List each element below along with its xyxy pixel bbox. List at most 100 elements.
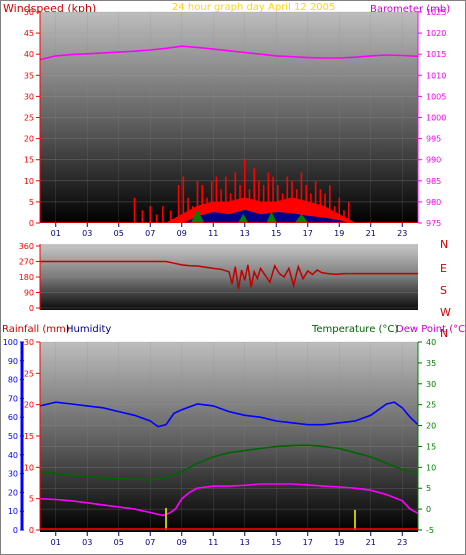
xtick-label: 11 xyxy=(208,538,218,547)
rain-hum-temp-gridlines xyxy=(40,341,418,531)
compass-W: W xyxy=(440,306,451,319)
wind-baro-xaxis-ticks: 01 03 05 07 09 11 13 15 17 19 21 23 xyxy=(51,223,407,238)
xtick-label: 03 xyxy=(82,229,92,238)
baro-ytick-label: 1005 xyxy=(426,92,446,101)
humidity-ytick-label: 10 xyxy=(8,507,18,516)
wind-ytick-label: 20 xyxy=(24,135,34,144)
xtick-label: 13 xyxy=(240,538,250,547)
humidity-ytick-label: 20 xyxy=(8,488,18,497)
wind-ytick-label: 25 xyxy=(24,114,34,123)
baro-ytick-label: 1025 xyxy=(426,8,446,17)
rain-hum-temp-xaxis-ticks: 01 03 05 07 09 11 13 15 17 19 21 23 xyxy=(51,532,407,547)
rain-ytick-label: 5 xyxy=(29,495,34,504)
graph-title: 24 hour graph day April 12 2005 xyxy=(172,2,335,13)
xtick-label: 21 xyxy=(366,229,376,238)
rain-ytick-label: 10 xyxy=(24,463,34,472)
xtick-label: 23 xyxy=(397,229,407,238)
baro-ytick-label: 990 xyxy=(426,156,441,165)
xtick-label: 01 xyxy=(51,538,61,547)
wind-yaxis-ticks: 0 5 10 15 20 25 30 35 40 45 50 xyxy=(24,8,41,228)
xtick-label: 01 xyxy=(51,229,61,238)
barometer-line xyxy=(39,45,419,61)
wind-ytick-label: 35 xyxy=(24,71,34,80)
compass-N: N xyxy=(440,238,448,251)
humidity-ytick-label: 30 xyxy=(8,470,18,479)
humidity-ytick-label: 50 xyxy=(8,432,18,441)
temp-ytick-label: 10 xyxy=(426,463,436,472)
xtick-label: 19 xyxy=(334,538,344,547)
xtick-label: 17 xyxy=(303,538,313,547)
xtick-label: 15 xyxy=(271,538,281,547)
barometer-yaxis-ticks: 975 980 985 990 995 1000 1005 1010 1015 1020 1025 xyxy=(417,8,446,228)
rain-ytick-label: 30 xyxy=(24,338,34,347)
direction-ytick-label: 0 xyxy=(29,304,34,313)
baro-ytick-label: 1015 xyxy=(426,50,446,59)
xtick-label: 05 xyxy=(114,229,124,238)
baro-ytick-label: 1000 xyxy=(426,114,446,123)
xtick-label: 09 xyxy=(177,229,187,238)
dewpoint-line xyxy=(39,483,419,517)
humidity-ytick-label: 40 xyxy=(8,451,18,460)
humidity-ytick-label: 70 xyxy=(8,394,18,403)
direction-marks xyxy=(40,260,418,290)
temperature-axis-title: Temperature (°C) xyxy=(311,324,398,335)
direction-ytick-label: 180 xyxy=(19,273,34,282)
humidity-ytick-label: 80 xyxy=(8,376,18,385)
humidity-ytick-label: 0 xyxy=(13,526,18,535)
baro-ytick-label: 975 xyxy=(426,219,441,228)
temp-ytick-label: 30 xyxy=(426,380,436,389)
xtick-label: 19 xyxy=(334,229,344,238)
temp-ytick-label: 35 xyxy=(426,359,436,368)
xtick-label: 17 xyxy=(303,229,313,238)
temp-ytick-label: 25 xyxy=(426,401,436,410)
xtick-label: 07 xyxy=(145,229,155,238)
rain-hum-temp-marks xyxy=(39,401,419,530)
xtick-label: 07 xyxy=(145,538,155,547)
temperature-yaxis-ticks: -5 0 5 10 15 20 25 30 35 40 xyxy=(417,338,436,535)
baro-ytick-label: 980 xyxy=(426,198,441,207)
xtick-label: 09 xyxy=(177,538,187,547)
humidity-ytick-label: 90 xyxy=(8,357,18,366)
rainfall-yaxis-ticks: 0 5 10 15 20 25 30 xyxy=(24,338,41,535)
rain-hum-temp-plot-area xyxy=(40,342,418,532)
direction-yaxis-ticks: 0 90 180 270 360 xyxy=(19,242,41,313)
baro-ytick-label: 995 xyxy=(426,135,441,144)
direction-ytick-label: 270 xyxy=(19,258,34,267)
humidity-ytick-label: 100 xyxy=(3,338,18,347)
compass-S: S xyxy=(440,284,447,297)
temp-ytick-label: -5 xyxy=(426,526,434,535)
direction-ytick-label: 90 xyxy=(24,289,34,298)
temp-ytick-label: 40 xyxy=(426,338,436,347)
wind-ytick-label: 10 xyxy=(24,177,34,186)
direction-ytick-label: 360 xyxy=(19,242,34,251)
baro-ytick-label: 1010 xyxy=(426,71,446,80)
barometer-axis-title: Barometer (mb) xyxy=(370,4,450,15)
wind-ytick-label: 15 xyxy=(24,156,34,165)
xtick-label: 11 xyxy=(208,229,218,238)
wind-direction-line xyxy=(40,260,418,290)
xtick-label: 13 xyxy=(240,229,250,238)
rainfall-axis-title: Rainfall (mm) xyxy=(2,324,70,335)
temp-ytick-label: 5 xyxy=(426,484,431,493)
humidity-yaxis-ticks: 0 10 20 30 40 50 60 70 80 90 100 xyxy=(3,338,24,535)
wind-ytick-label: 45 xyxy=(24,29,34,38)
wind-ytick-label: 40 xyxy=(24,50,34,59)
temp-ytick-label: 20 xyxy=(426,422,436,431)
humidity-axis-title: Humidity xyxy=(66,324,111,335)
xtick-label: 03 xyxy=(82,538,92,547)
wind-ytick-label: 0 xyxy=(29,219,34,228)
temperature-line xyxy=(39,444,419,481)
compass-E: E xyxy=(440,262,447,275)
baro-ytick-label: 985 xyxy=(426,177,441,186)
rain-hum-temp-xaxis-strip xyxy=(40,532,418,546)
rain-ytick-label: 15 xyxy=(24,432,34,441)
rain-ytick-label: 20 xyxy=(24,401,34,410)
temp-ytick-label: 0 xyxy=(426,505,431,514)
wind-ytick-label: 30 xyxy=(24,92,34,101)
rain-ytick-label: 0 xyxy=(29,526,34,535)
temp-ytick-label: 15 xyxy=(426,442,436,451)
xtick-label: 21 xyxy=(366,538,376,547)
